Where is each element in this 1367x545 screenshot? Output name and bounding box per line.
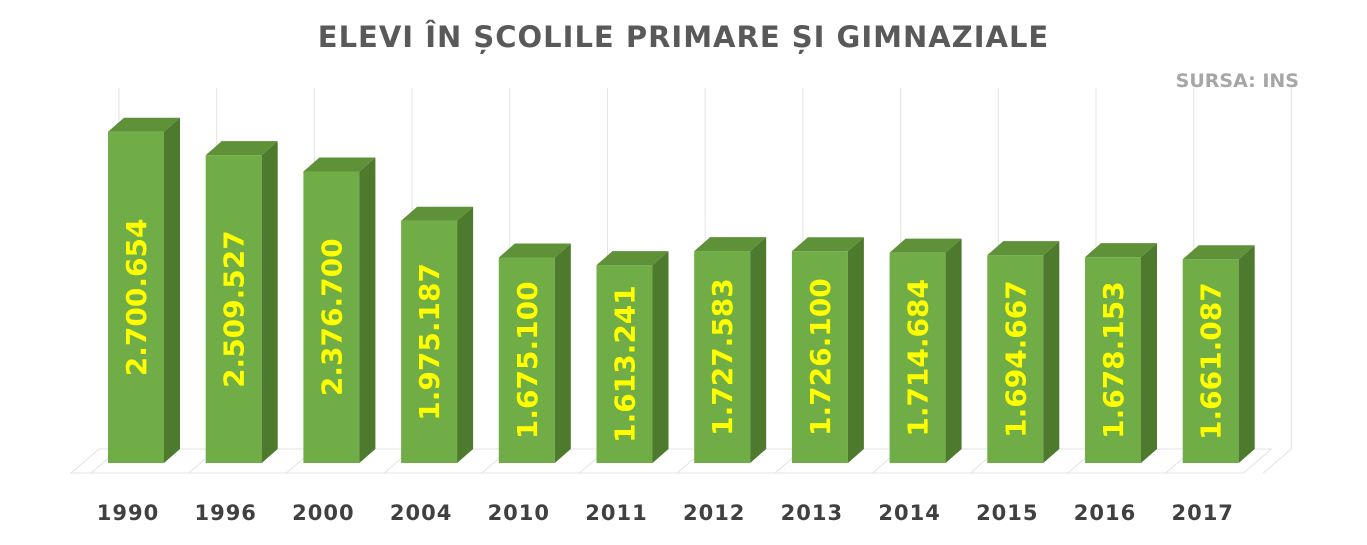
source-note: SURSA: INS xyxy=(1175,70,1299,92)
bar-top xyxy=(205,141,278,156)
bar-top xyxy=(1085,243,1157,258)
bar xyxy=(1182,245,1255,463)
bar-top xyxy=(791,237,864,252)
x-tick-label: 2012 xyxy=(683,501,745,525)
gridline-floor xyxy=(1263,448,1292,474)
data-label: 1.675.100 xyxy=(511,281,544,439)
x-tick-label: 1990 xyxy=(97,501,159,525)
bar-side xyxy=(1141,243,1157,463)
data-label: 1.694.667 xyxy=(999,280,1032,438)
bar-top xyxy=(889,238,962,253)
bar-front xyxy=(987,255,1044,463)
bar-front xyxy=(401,220,458,463)
bar-top xyxy=(694,237,767,252)
bar-front xyxy=(889,252,946,463)
bar-side xyxy=(554,243,571,463)
x-tick-label: 2014 xyxy=(878,501,940,525)
bar-top xyxy=(303,157,376,172)
bar-side xyxy=(457,206,474,463)
data-label: 2.509.527 xyxy=(218,230,251,388)
x-tick-label: 2004 xyxy=(390,501,452,525)
data-label: 1.727.583 xyxy=(706,278,739,436)
bar-top xyxy=(596,251,669,266)
bar xyxy=(889,238,962,463)
bar-side xyxy=(359,157,376,463)
x-tick-label: 2011 xyxy=(585,501,647,525)
bar xyxy=(303,157,376,463)
bar-front xyxy=(1182,259,1239,463)
bar-front xyxy=(791,251,848,463)
bar xyxy=(108,117,180,463)
x-tick-label: 2013 xyxy=(781,501,843,525)
bar xyxy=(1085,243,1157,463)
bar-front xyxy=(108,131,164,463)
bar-front xyxy=(694,251,751,463)
bar-front xyxy=(1085,257,1141,463)
bar-side xyxy=(1238,245,1255,463)
bar xyxy=(987,241,1060,463)
bar-side xyxy=(652,251,669,463)
bar-top xyxy=(108,117,180,132)
bar-top xyxy=(1182,245,1255,260)
bar-side xyxy=(750,237,767,463)
data-label: 1.613.241 xyxy=(609,285,642,443)
bar-top xyxy=(987,241,1060,256)
bar-side xyxy=(945,238,962,463)
x-tick-label: 2015 xyxy=(976,501,1038,525)
data-label: 2.376.700 xyxy=(315,238,348,396)
bar xyxy=(401,206,474,463)
data-label: 1.726.100 xyxy=(804,278,837,436)
data-label: 1.678.153 xyxy=(1097,281,1130,439)
x-tick-label: 2016 xyxy=(1074,501,1136,525)
bar xyxy=(791,237,864,463)
x-tick-label: 2010 xyxy=(488,501,550,525)
bar-top xyxy=(498,243,571,258)
data-label: 1.975.187 xyxy=(413,263,446,421)
chart-floor xyxy=(69,448,1273,474)
chart-title: ELEVI ÎN ȘCOLILE PRIMARE ȘI GIMNAZIALE xyxy=(317,20,1050,54)
bar-side xyxy=(164,117,180,463)
bar-side xyxy=(261,141,278,464)
data-label: 1.661.087 xyxy=(1195,282,1228,440)
bar-top xyxy=(401,206,474,221)
x-tick-label: 1996 xyxy=(194,501,256,525)
bar xyxy=(694,237,767,463)
bar-front xyxy=(596,265,653,463)
data-label: 1.714.684 xyxy=(902,279,935,437)
bar-side xyxy=(1043,241,1060,463)
bar-side xyxy=(847,237,864,463)
bar-front xyxy=(498,257,555,463)
x-tick-label: 2000 xyxy=(292,501,354,525)
x-tick-label: 2017 xyxy=(1171,501,1233,525)
bar-front xyxy=(303,171,360,463)
bar xyxy=(596,251,669,463)
bar xyxy=(205,141,278,464)
data-label: 2.700.654 xyxy=(120,219,153,377)
bar xyxy=(498,243,571,463)
bar-front xyxy=(205,155,262,464)
